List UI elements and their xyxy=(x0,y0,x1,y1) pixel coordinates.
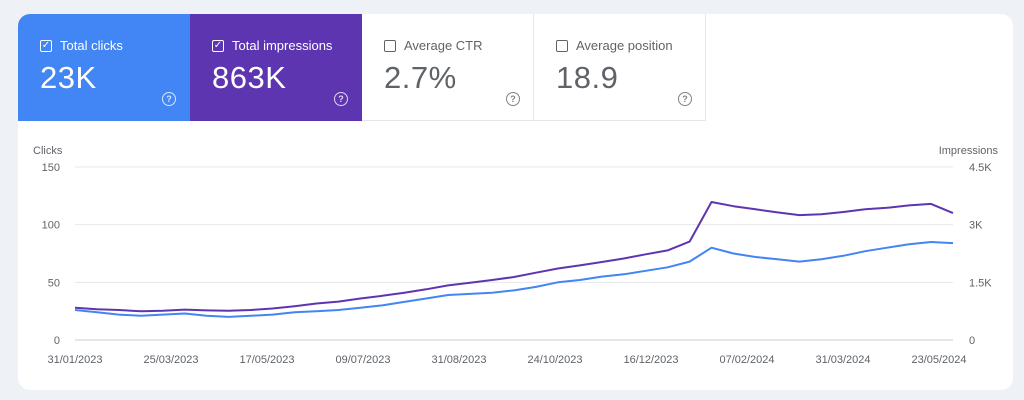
left-tick-label: 0 xyxy=(54,335,60,347)
left-axis-title: Clicks xyxy=(33,145,63,157)
x-tick-label: 07/02/2024 xyxy=(719,354,774,366)
right-tick-label: 0 xyxy=(969,335,975,347)
metric-value: 2.7% xyxy=(384,60,457,95)
help-icon[interactable]: ? xyxy=(678,92,692,106)
right-tick-label: 1.5K xyxy=(969,277,992,289)
checkbox-icon[interactable] xyxy=(556,39,568,52)
chart-lines xyxy=(74,201,954,318)
metric-card-average-ctr[interactable]: Average CTR 2.7% ? xyxy=(362,14,534,121)
metric-label: Total impressions xyxy=(232,38,333,53)
metric-label: Average CTR xyxy=(404,38,483,53)
x-tick-label: 31/08/2023 xyxy=(431,354,486,366)
metric-value: 18.9 xyxy=(556,60,619,95)
metric-value: 23K xyxy=(40,60,97,95)
x-tick-label: 23/05/2024 xyxy=(911,354,966,366)
metric-header: ✓ Total impressions xyxy=(212,38,332,53)
right-tick-label: 4.5K xyxy=(969,162,992,174)
series-line xyxy=(74,201,954,313)
metric-header: ✓ Total clicks xyxy=(40,38,123,53)
series-line xyxy=(74,241,954,318)
performance-chart: Clicks Impressions 150 4.5K 100 3K 50 1.5K 0 0 3… xyxy=(33,145,999,366)
left-tick-label: 150 xyxy=(42,162,60,174)
metric-header: Average CTR xyxy=(384,38,483,53)
help-icon[interactable]: ? xyxy=(162,92,176,106)
metric-value: 863K xyxy=(212,60,287,95)
left-tick-label: 50 xyxy=(48,277,60,289)
x-tick-label: 24/10/2023 xyxy=(527,354,582,366)
checkbox-icon[interactable]: ✓ xyxy=(212,39,224,52)
x-tick-label: 25/03/2023 xyxy=(143,354,198,366)
metric-label: Total clicks xyxy=(60,38,123,53)
x-tick-label: 09/07/2023 xyxy=(335,354,390,366)
metric-cards: ✓ Total clicks 23K ? ✓ Total impressions… xyxy=(18,14,706,121)
axis-ticks: 150 4.5K 100 3K 50 1.5K 0 0 31/01/2023 25/03/2023… xyxy=(42,162,993,366)
performance-panel: ✓ Total clicks 23K ? ✓ Total impressions… xyxy=(18,14,1013,390)
chart-grid xyxy=(75,166,953,341)
x-tick-label: 16/12/2023 xyxy=(623,354,678,366)
checkbox-icon[interactable] xyxy=(384,39,396,52)
help-icon[interactable]: ? xyxy=(506,92,520,106)
metric-card-average-position[interactable]: Average position 18.9 ? xyxy=(534,14,706,121)
x-tick-label: 31/01/2023 xyxy=(47,354,102,366)
metric-card-total-clicks[interactable]: ✓ Total clicks 23K ? xyxy=(18,14,190,121)
metric-card-total-impressions[interactable]: ✓ Total impressions 863K ? xyxy=(190,14,362,121)
help-icon[interactable]: ? xyxy=(334,92,348,106)
metric-header: Average position xyxy=(556,38,673,53)
x-tick-label: 31/03/2024 xyxy=(815,354,870,366)
right-axis-title: Impressions xyxy=(939,145,999,157)
metric-label: Average position xyxy=(576,38,673,53)
right-tick-label: 3K xyxy=(969,220,983,232)
x-tick-label: 17/05/2023 xyxy=(239,354,294,366)
left-tick-label: 100 xyxy=(42,220,60,232)
checkbox-icon[interactable]: ✓ xyxy=(40,39,52,52)
